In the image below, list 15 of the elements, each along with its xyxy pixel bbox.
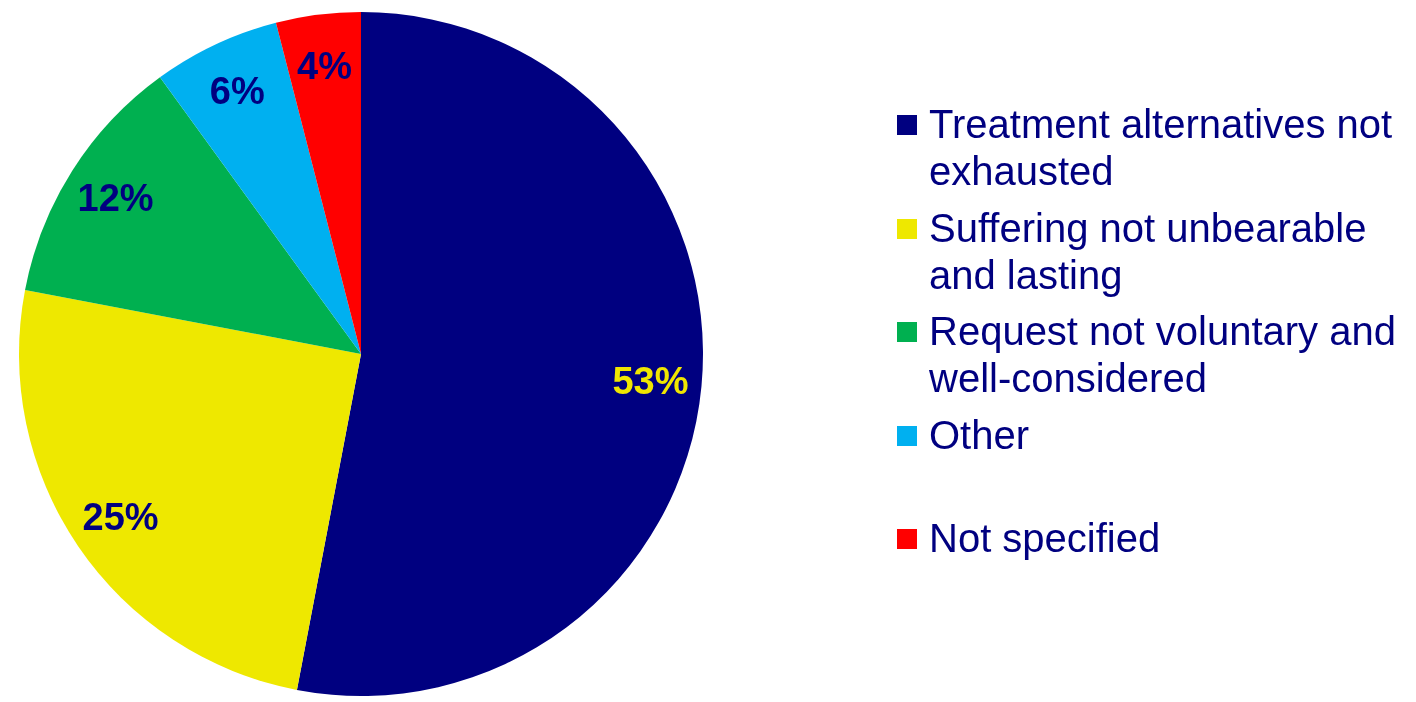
data-label: 12% [77,177,154,220]
data-label: 53% [612,360,689,403]
legend-label: Other [929,411,1031,459]
pie-slice [25,77,361,354]
pie-slice [159,22,361,354]
data-label: 25% [82,496,159,539]
pie-slice [296,12,703,696]
pie-slice [275,12,361,354]
legend-label: Suffering not unbearable and lasting [929,204,1368,299]
legend-label: Request not voluntary and well-considered [929,308,1397,402]
legend-label: Treatment alternatives not exhausted [929,101,1394,195]
data-label: 4% [297,44,353,87]
legend-label: Not specified [929,515,1162,562]
pie-slice [19,289,361,690]
data-label: 6% [209,69,265,112]
